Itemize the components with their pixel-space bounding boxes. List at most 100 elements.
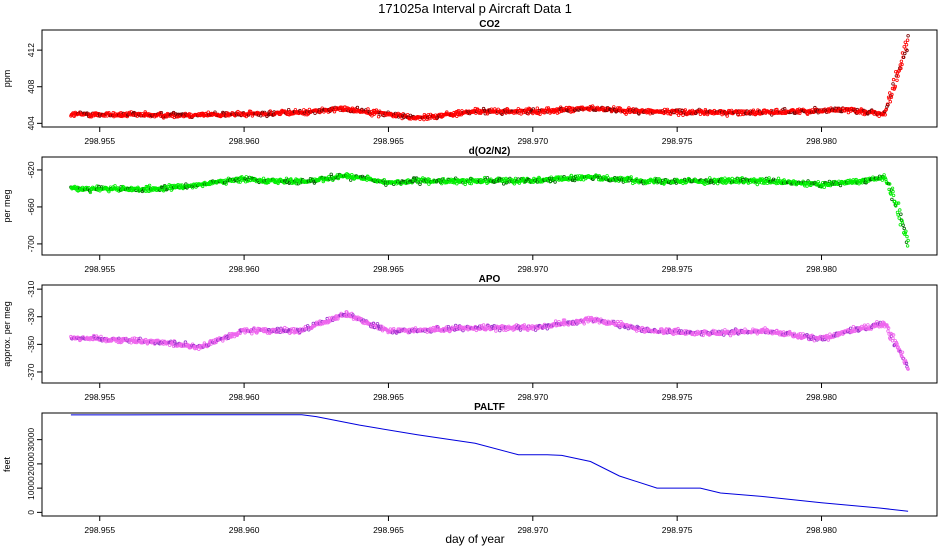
data-point (250, 114, 255, 118)
data-point (888, 182, 892, 186)
xtick-label-o2n2-4: 298.975 (662, 264, 693, 274)
data-point (884, 107, 888, 112)
data-point (545, 106, 549, 110)
data-point (107, 110, 111, 115)
ytick-label-apo-3: -370 (26, 363, 36, 380)
ytick-label-co2-1: 408 (26, 79, 36, 93)
data-point (173, 340, 177, 344)
data-point (485, 176, 490, 180)
data-point (896, 74, 900, 78)
data-point (767, 176, 771, 180)
data-point (454, 176, 458, 180)
xtick-label-co2-3: 298.970 (517, 136, 548, 146)
data-point (293, 108, 298, 112)
data-point (494, 329, 498, 333)
data-point (538, 112, 542, 116)
data-point (422, 117, 426, 122)
xtick-label-paltf-3: 298.970 (517, 525, 548, 535)
data-point (904, 43, 909, 47)
data-point (366, 107, 370, 111)
data-point (132, 336, 137, 340)
series-line-paltf (70, 414, 909, 512)
data-point (900, 62, 904, 67)
data-point (906, 238, 910, 243)
data-point (221, 339, 225, 343)
data-point (113, 184, 117, 188)
data-point (869, 327, 873, 331)
data-point (885, 323, 889, 327)
xtick-label-apo-2: 298.965 (373, 392, 404, 402)
ytick-label-apo-0: -310 (26, 280, 36, 297)
data-point (708, 176, 712, 180)
data-point (214, 340, 218, 345)
data-point (904, 229, 908, 233)
data-point (675, 109, 680, 114)
data-point (699, 333, 704, 337)
ytick-label-apo-1: -330 (26, 308, 36, 325)
data-point (136, 337, 141, 341)
data-point (244, 175, 248, 179)
ytick-label-apo-2: -350 (26, 336, 36, 353)
ytick-label-o2n2-2: -700 (26, 235, 36, 252)
data-point (625, 179, 629, 183)
data-point (238, 180, 242, 184)
data-point (838, 183, 843, 188)
data-point (813, 105, 817, 110)
data-point (88, 190, 93, 195)
data-point (171, 110, 176, 115)
data-point (138, 336, 142, 340)
data-point (289, 177, 293, 181)
xtick-label-o2n2-3: 298.970 (517, 264, 548, 274)
data-point (822, 185, 826, 189)
data-point (433, 328, 438, 333)
data-point (425, 117, 429, 121)
data-point (107, 189, 111, 194)
data-point (899, 212, 903, 216)
data-point (513, 176, 518, 181)
data-point (546, 106, 551, 110)
data-point (905, 244, 910, 248)
ytick-label-co2-0: 404 (26, 116, 36, 130)
plot-frame-co2 (41, 29, 938, 128)
data-point (893, 199, 897, 203)
data-point (512, 182, 517, 186)
data-point (895, 78, 899, 82)
plot-frame-apo (41, 284, 938, 384)
data-point (886, 329, 890, 333)
xtick-label-co2-5: 298.980 (806, 136, 837, 146)
data-point (474, 328, 479, 333)
xtick-label-o2n2-1: 298.960 (229, 264, 260, 274)
data-point (737, 331, 742, 335)
data-point (119, 188, 124, 192)
data-point (891, 82, 895, 86)
data-point (887, 97, 891, 101)
ytick-label-o2n2-1: -660 (26, 198, 36, 215)
ytick-label-o2n2-0: -620 (26, 161, 36, 178)
data-point (846, 110, 851, 115)
data-point (382, 177, 386, 182)
data-point (816, 180, 820, 184)
data-point (903, 51, 907, 56)
data-point (902, 55, 906, 59)
data-point (898, 63, 902, 67)
data-point (399, 182, 403, 186)
data-point (896, 201, 901, 205)
data-point (573, 178, 577, 183)
data-point (224, 182, 228, 186)
data-point (582, 322, 586, 326)
ylabel-co2: ppm (2, 70, 12, 88)
data-point (207, 341, 212, 346)
data-point (535, 106, 539, 110)
data-point (905, 48, 909, 53)
data-point (294, 181, 299, 186)
data-point (147, 183, 152, 188)
data-point (906, 367, 910, 371)
data-point (526, 112, 530, 116)
data-point (903, 231, 907, 235)
data-point (890, 186, 895, 190)
xtick-label-apo-1: 298.960 (229, 392, 260, 402)
xtick-label-co2-4: 298.975 (662, 136, 693, 146)
data-point (857, 111, 862, 115)
data-point (893, 84, 897, 89)
